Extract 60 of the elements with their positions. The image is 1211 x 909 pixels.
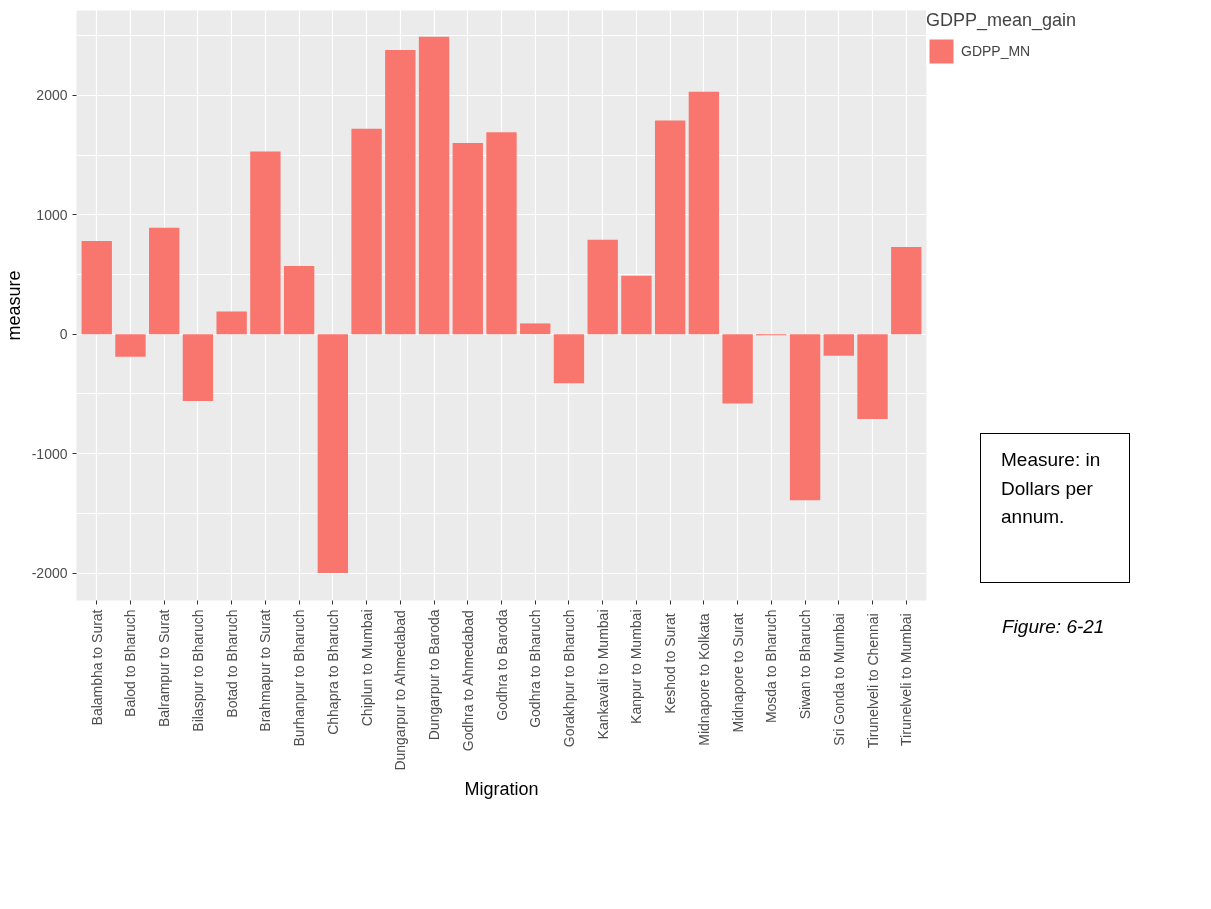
x-tick-label: Botad to Bharuch [223, 609, 240, 718]
bar [149, 227, 180, 335]
x-tick-label: Kanpur to Mumbai [628, 609, 645, 724]
bar [823, 334, 854, 356]
x-tick-label: Kankavali to Mumbai [594, 609, 611, 740]
bar [587, 239, 618, 335]
bar [654, 120, 686, 335]
bar [283, 266, 315, 335]
bar [351, 128, 382, 335]
bar [385, 49, 416, 335]
x-tick-label: Mosda to Bharuch [763, 609, 780, 724]
x-tick-label: Keshod to Surat [662, 613, 679, 714]
x-tick-label: Chhapra to Bharuch [324, 609, 341, 735]
y-axis-title: measure [3, 270, 24, 341]
bar [789, 334, 821, 501]
text: Figure: 6-21 [1002, 615, 1105, 639]
bar [486, 132, 517, 335]
bar [621, 275, 652, 335]
y-tick-label: 2000 [36, 87, 68, 104]
bar [182, 334, 214, 402]
bar [891, 246, 922, 335]
bar [520, 323, 551, 335]
x-tick-label: Tirunelveli to Chennai [864, 613, 881, 749]
x-tick-label: Burhanpur to Bharuch [291, 609, 308, 747]
x-tick-label: Midnapore to Surat [729, 613, 746, 733]
bar [317, 334, 349, 574]
bar [688, 91, 720, 335]
text: Measure: in Dollars per annum. [1001, 448, 1102, 529]
bar [452, 143, 483, 335]
x-tick-label: Chiplun to Mumbai [358, 609, 375, 727]
x-tick-label: Gorakhpur to Bharuch [560, 609, 577, 748]
y-tick-label: 0 [59, 326, 68, 343]
x-tick-label: Brahmapur to Surat [257, 609, 274, 732]
bar [250, 151, 281, 335]
bar [553, 334, 585, 384]
x-tick-label: Dungarpur to Baroda [426, 609, 443, 741]
x-tick-label: Siwan to Bharuch [797, 609, 814, 720]
x-tick-label: Tirunelveli to Mumbai [898, 613, 915, 746]
legend-title: GDPP_mean_gain [926, 10, 1078, 31]
bar [81, 241, 112, 335]
x-tick-label: Bilaspur to Bharuch [189, 609, 206, 732]
x-tick-label: Sri Gonda to Mumbai [830, 613, 847, 746]
x-tick-label: Dungarpur to Ahmedabad [392, 610, 409, 771]
bar [216, 311, 247, 335]
x-tick-label: Godhra to Ahmedabad [459, 610, 476, 752]
bar [722, 334, 753, 404]
x-tick-label: Balambha to Surat [88, 609, 105, 726]
x-tick-label: Midnapore to Kolkata [695, 613, 712, 746]
legend-label: GDPP_MN [961, 43, 1032, 59]
x-tick-label: Godhra to Bharuch [527, 609, 544, 728]
x-tick-label: Balod to Bharuch [122, 609, 139, 717]
y-tick-label: -2000 [31, 565, 68, 582]
bar [115, 334, 146, 357]
bar [857, 334, 888, 419]
bar [418, 36, 450, 335]
x-tick-label: Godhra to Baroda [493, 609, 510, 721]
y-tick-label: -1000 [31, 445, 68, 462]
x-tick-label: Balrampur to Surat [156, 609, 173, 727]
y-tick-label: 1000 [36, 206, 68, 223]
x-axis-title: Migration [464, 778, 539, 799]
